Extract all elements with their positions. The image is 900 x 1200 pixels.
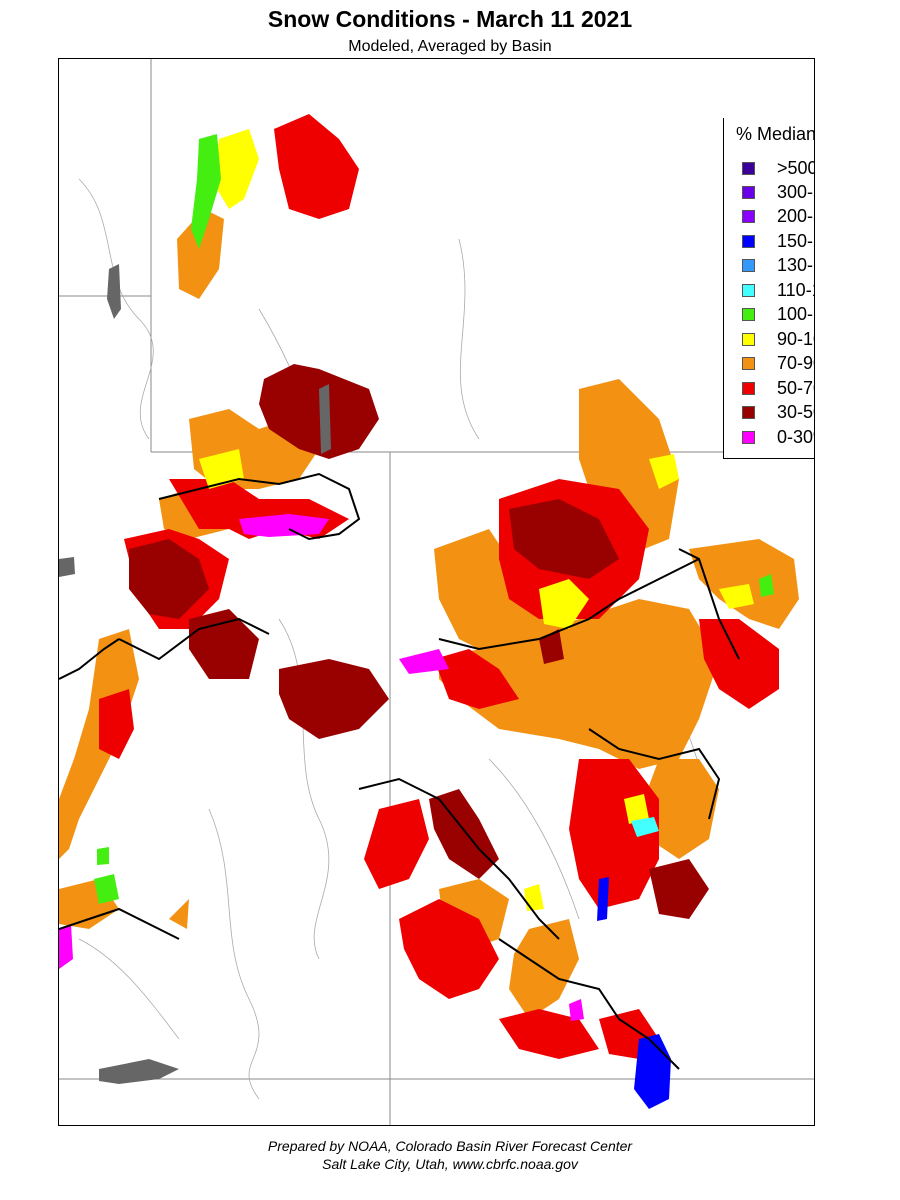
legend-swatch [742, 161, 755, 175]
legend-label: 200-300% [777, 205, 814, 226]
legend-swatch [742, 258, 755, 272]
credit-text: Prepared by NOAA, Colorado Basin River F… [0, 1137, 900, 1173]
swe-70-90-regions [59, 209, 799, 1019]
legend-item: 130-150% [742, 253, 814, 277]
legend-label: 150-200% [777, 230, 814, 251]
swe-110-130-regions [631, 817, 659, 837]
map-subtitle: Modeled, Averaged by Basin [348, 38, 552, 55]
legend-label: 0-30% [777, 426, 814, 447]
legend-item: 110-130% [742, 278, 814, 302]
legend-swatch [742, 381, 755, 395]
basin-boundaries [59, 472, 740, 1070]
legend-swatch [742, 405, 755, 419]
swe-90-100-regions [199, 129, 754, 911]
map-title: Snow Conditions - March 11 2021 [267, 6, 633, 32]
legend-label: 90-100% [777, 328, 814, 349]
legend-item: >500% [742, 156, 814, 180]
legend-swatch [742, 209, 755, 223]
legend-item: 100-110% [742, 302, 814, 326]
legend-label: >500% [777, 157, 814, 178]
swe-0-30-regions [59, 514, 584, 1021]
credit-line-1: Prepared by NOAA, Colorado Basin River F… [267, 1138, 633, 1154]
legend-title: % Median SWE [735, 124, 815, 144]
legend-label: 110-130% [777, 279, 814, 300]
legend-item: 200-300% [742, 204, 814, 228]
legend-item: 0-30% [742, 425, 814, 449]
legend-swatch [742, 307, 755, 321]
legend-swatch [742, 430, 755, 444]
legend-label: 70-90% [777, 352, 814, 373]
swe-100-110-regions [94, 134, 774, 904]
legend-swatch [742, 185, 755, 199]
legend-item: 300-500% [742, 180, 814, 204]
snow-conditions-map: % Median SWE >500% 300-500% 200-300% 150… [58, 58, 815, 1126]
legend-item: 50-70% [742, 376, 814, 400]
credit-line-2: Salt Lake City, Utah, www.cbrfc.noaa.gov [322, 1156, 578, 1172]
legend: % Median SWE >500% 300-500% 200-300% 150… [723, 118, 815, 459]
legend-item: 70-90% [742, 351, 814, 375]
legend-label: 100-110% [777, 303, 814, 324]
legend-label: 30-50% [777, 401, 814, 422]
legend-item: 150-200% [742, 229, 814, 253]
basin-map-svg [59, 59, 814, 1125]
lakes [59, 264, 331, 1084]
legend-swatch [742, 283, 755, 297]
legend-label: 300-500% [777, 181, 814, 202]
legend-swatch [742, 332, 755, 346]
legend-swatch [742, 356, 755, 370]
legend-swatch [742, 234, 755, 248]
legend-item: 30-50% [742, 400, 814, 424]
legend-item: 90-100% [742, 327, 814, 351]
legend-label: 50-70% [777, 377, 814, 398]
legend-label: 130-150% [777, 254, 814, 275]
